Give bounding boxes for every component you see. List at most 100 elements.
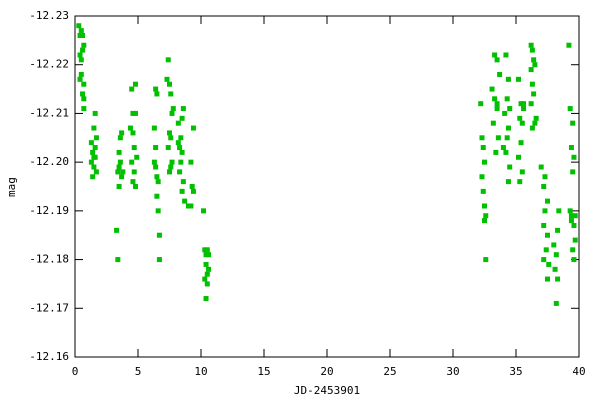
point xyxy=(552,266,558,272)
point xyxy=(132,184,138,189)
point xyxy=(131,145,137,151)
point xyxy=(507,106,513,112)
point xyxy=(482,159,487,165)
x-tick-label: 35 xyxy=(509,365,522,378)
point xyxy=(528,101,534,107)
point xyxy=(206,252,212,258)
point xyxy=(206,266,212,272)
point xyxy=(503,52,509,58)
point xyxy=(91,125,97,131)
point xyxy=(204,247,210,253)
point xyxy=(81,81,87,87)
point xyxy=(155,208,161,214)
point xyxy=(542,208,548,214)
point xyxy=(521,101,527,107)
point xyxy=(529,125,535,131)
point xyxy=(180,179,186,185)
point xyxy=(153,86,159,92)
point xyxy=(77,32,83,38)
point xyxy=(570,169,576,175)
point xyxy=(546,261,552,267)
point xyxy=(151,159,157,165)
point xyxy=(170,106,176,112)
point xyxy=(518,140,524,146)
point xyxy=(571,222,577,228)
point xyxy=(201,208,207,214)
point xyxy=(203,261,209,267)
point xyxy=(132,110,138,116)
x-tick-label: 15 xyxy=(257,365,270,378)
point xyxy=(516,154,522,160)
point xyxy=(178,135,184,141)
y-tick-label: -12.16 xyxy=(29,350,69,363)
point xyxy=(492,96,498,102)
point xyxy=(480,188,486,194)
point xyxy=(553,252,559,258)
point xyxy=(115,169,121,175)
point xyxy=(541,257,547,263)
point xyxy=(116,184,122,189)
point xyxy=(117,159,123,165)
point xyxy=(517,115,523,121)
point xyxy=(529,81,535,87)
point xyxy=(169,159,175,165)
point xyxy=(151,125,157,131)
point xyxy=(119,130,125,136)
point xyxy=(190,125,196,131)
point xyxy=(175,120,181,126)
point xyxy=(154,193,160,199)
point xyxy=(532,62,538,68)
point xyxy=(571,257,577,263)
point xyxy=(482,203,487,209)
point xyxy=(519,120,525,126)
point xyxy=(177,169,183,175)
point xyxy=(203,252,209,258)
point xyxy=(572,237,578,243)
point xyxy=(505,76,511,82)
point xyxy=(568,213,574,219)
point xyxy=(502,110,508,116)
point xyxy=(202,276,208,282)
point xyxy=(551,242,557,248)
point xyxy=(88,159,94,165)
point xyxy=(165,145,171,151)
x-tick-label: 0 xyxy=(72,365,79,378)
y-tick-label: -12.19 xyxy=(29,204,69,217)
point xyxy=(185,203,191,209)
point xyxy=(175,140,181,146)
point xyxy=(93,169,99,175)
point xyxy=(129,86,135,92)
point xyxy=(545,198,550,204)
point xyxy=(517,179,523,185)
point xyxy=(120,169,126,175)
point xyxy=(132,81,138,87)
y-tick-label: -12.17 xyxy=(29,301,69,314)
point xyxy=(167,130,172,136)
point xyxy=(167,81,172,87)
point xyxy=(116,149,122,155)
plot-frame xyxy=(74,15,580,358)
point xyxy=(114,227,120,233)
point xyxy=(130,179,136,185)
point xyxy=(567,106,573,112)
point xyxy=(541,222,547,228)
point xyxy=(545,276,550,282)
point xyxy=(521,106,527,112)
point xyxy=(480,145,486,151)
point xyxy=(483,257,489,263)
point xyxy=(482,218,487,224)
point xyxy=(571,154,577,160)
point xyxy=(494,101,500,107)
point xyxy=(203,296,209,302)
point xyxy=(519,169,525,175)
point xyxy=(179,115,185,121)
point xyxy=(528,67,534,73)
point xyxy=(529,47,535,53)
point xyxy=(92,110,98,116)
point xyxy=(179,149,185,155)
point xyxy=(542,174,548,180)
point xyxy=(568,218,574,224)
y-tick-label: -12.20 xyxy=(29,155,69,168)
point xyxy=(495,135,501,141)
point xyxy=(116,164,122,170)
